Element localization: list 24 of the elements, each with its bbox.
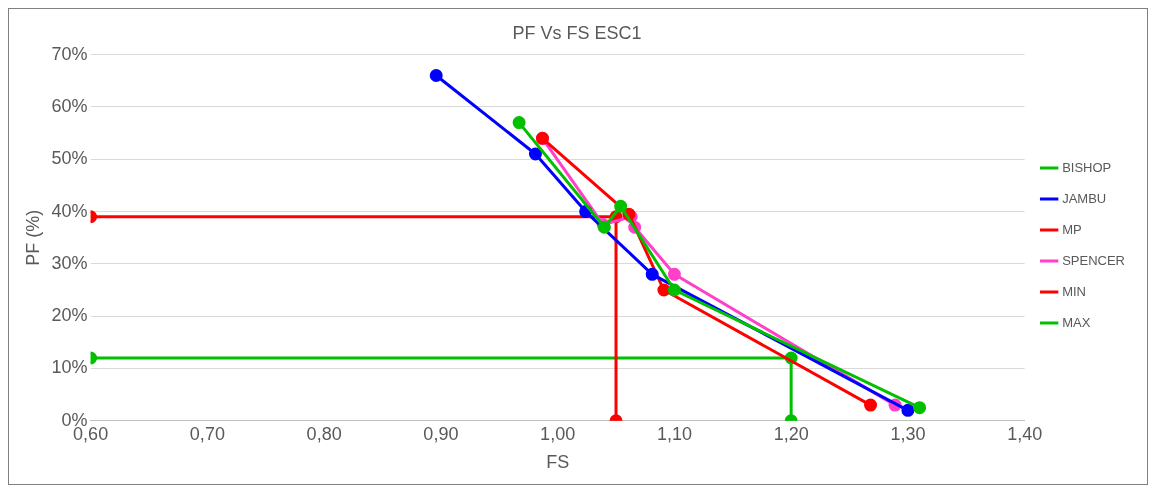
x-tick-label: 0,90 xyxy=(423,423,459,444)
y-tick-label: 70% xyxy=(51,43,88,64)
x-tick-label: 0,70 xyxy=(189,423,225,444)
x-tick-label: 1,30 xyxy=(890,423,926,444)
y-tick-label: 60% xyxy=(51,95,88,116)
legend-label: MIN xyxy=(1062,283,1086,299)
x-tick-label: 1,10 xyxy=(656,423,692,444)
legend-label: JAMBU xyxy=(1062,190,1107,206)
x-axis-title: FS xyxy=(546,452,570,473)
y-tick-label: 40% xyxy=(51,200,88,221)
x-tick-label: 1,40 xyxy=(1007,423,1043,444)
legend-label: SPENCER xyxy=(1062,252,1126,268)
x-tick-label: 0,80 xyxy=(306,423,342,444)
chart-title: PF Vs FS ESC1 xyxy=(512,22,642,43)
legend-label: MP xyxy=(1062,221,1082,237)
x-tick-label: 1,20 xyxy=(773,423,809,444)
legend-label: MAX xyxy=(1062,314,1091,330)
y-tick-label: 30% xyxy=(51,252,88,273)
y-tick-label: 50% xyxy=(51,148,88,169)
y-axis-title: PF (%) xyxy=(22,209,43,266)
legend-label: BISHOP xyxy=(1062,159,1112,175)
y-tick-label: 10% xyxy=(51,357,88,378)
x-tick-label: 1,00 xyxy=(540,423,576,444)
y-tick-label: 20% xyxy=(51,305,88,326)
